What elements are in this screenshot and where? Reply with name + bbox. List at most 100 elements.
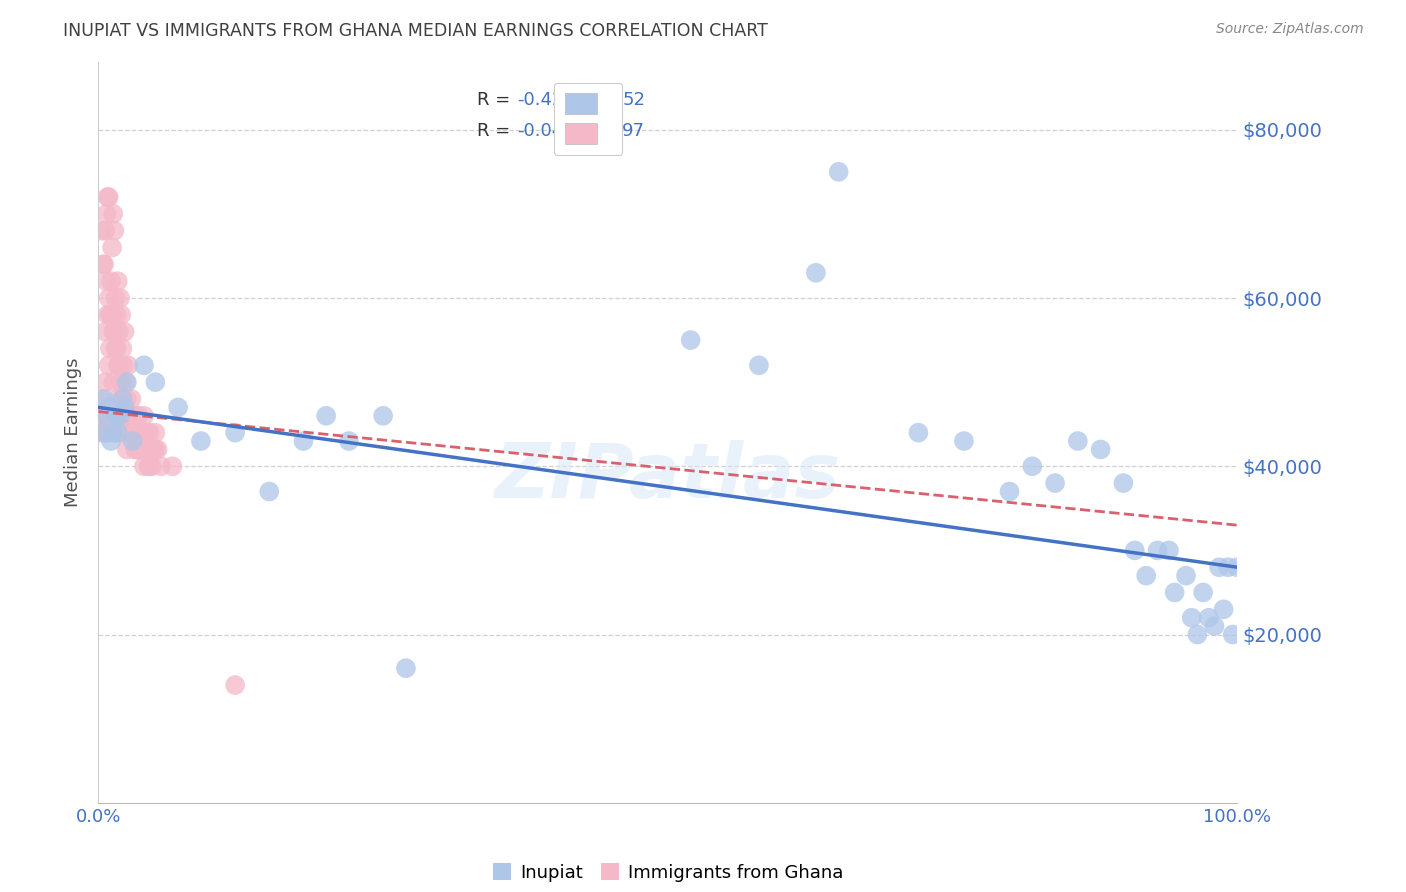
Point [108,425,131,440]
Text: R =: R = [477,121,516,139]
Point [93,425,115,440]
Point [128,442,150,457]
Point [111,392,134,406]
Text: ZIPatlas: ZIPatlas [495,440,841,514]
Point [1198,610,1220,624]
Point [91,409,114,423]
Point [190,434,212,448]
Point [91,409,114,423]
Point [1218,560,1240,574]
Text: 52: 52 [623,91,645,109]
Point [100,274,122,288]
Point [122,425,145,440]
Point [104,409,127,423]
Point [93,392,115,406]
Point [679,333,702,347]
Point [115,392,138,406]
Legend: Inupiat, Immigrants from Ghana: Inupiat, Immigrants from Ghana [485,856,851,889]
Point [90,409,112,423]
Point [117,359,139,373]
Point [97,190,120,204]
Point [1067,434,1090,448]
Point [111,342,134,356]
Point [104,409,127,423]
Point [114,409,136,423]
Point [138,425,160,440]
Point [103,325,125,339]
Point [224,678,246,692]
Point [117,425,139,440]
Point [118,409,141,423]
Point [110,308,132,322]
Point [110,375,132,389]
Point [1175,568,1198,582]
Point [127,442,149,457]
Point [96,409,118,423]
Point [90,392,112,406]
Point [1021,459,1043,474]
Point [1146,543,1168,558]
Point [104,342,127,356]
Point [112,359,135,373]
Text: -0.423: -0.423 [517,91,575,109]
Point [115,442,138,457]
Point [97,401,120,415]
Point [107,392,129,406]
Point [132,409,155,423]
Point [141,459,163,474]
Point [97,291,120,305]
Point [139,442,162,457]
Point [1181,610,1204,624]
Point [96,425,118,440]
Point [114,401,136,415]
Point [96,190,118,204]
Point [94,224,117,238]
Point [142,442,165,457]
Point [125,409,148,423]
Text: -0.045: -0.045 [517,121,575,139]
Point [100,434,122,448]
Point [108,359,131,373]
Point [167,401,190,415]
Text: N =: N = [586,121,626,139]
Text: 97: 97 [623,121,645,139]
Point [96,274,118,288]
Point [748,359,770,373]
Point [128,442,150,457]
Point [1204,619,1226,633]
Point [953,434,976,448]
Point [103,425,125,440]
Point [110,425,132,440]
Point [132,442,155,457]
Point [162,459,184,474]
Point [108,409,131,423]
Point [1043,476,1066,491]
Point [136,425,159,440]
Y-axis label: Median Earnings: Median Earnings [63,358,82,508]
Point [112,392,135,406]
Point [828,165,851,179]
Point [103,375,125,389]
Point [96,425,118,440]
Point [150,459,173,474]
Point [100,308,122,322]
Point [134,425,156,440]
Text: R =: R = [477,91,516,109]
Point [114,325,136,339]
Point [1157,543,1180,558]
Point [108,291,131,305]
Point [120,425,142,440]
Point [127,409,149,423]
Point [108,375,131,389]
Point [93,257,115,271]
Point [1187,627,1209,641]
Point [107,359,129,373]
Point [101,240,124,255]
Point [1135,568,1157,582]
Point [337,434,360,448]
Point [104,291,127,305]
Point [395,661,418,675]
Point [1112,476,1135,491]
Point [1222,627,1244,641]
Text: INUPIAT VS IMMIGRANTS FROM GHANA MEDIAN EARNINGS CORRELATION CHART: INUPIAT VS IMMIGRANTS FROM GHANA MEDIAN … [63,22,768,40]
